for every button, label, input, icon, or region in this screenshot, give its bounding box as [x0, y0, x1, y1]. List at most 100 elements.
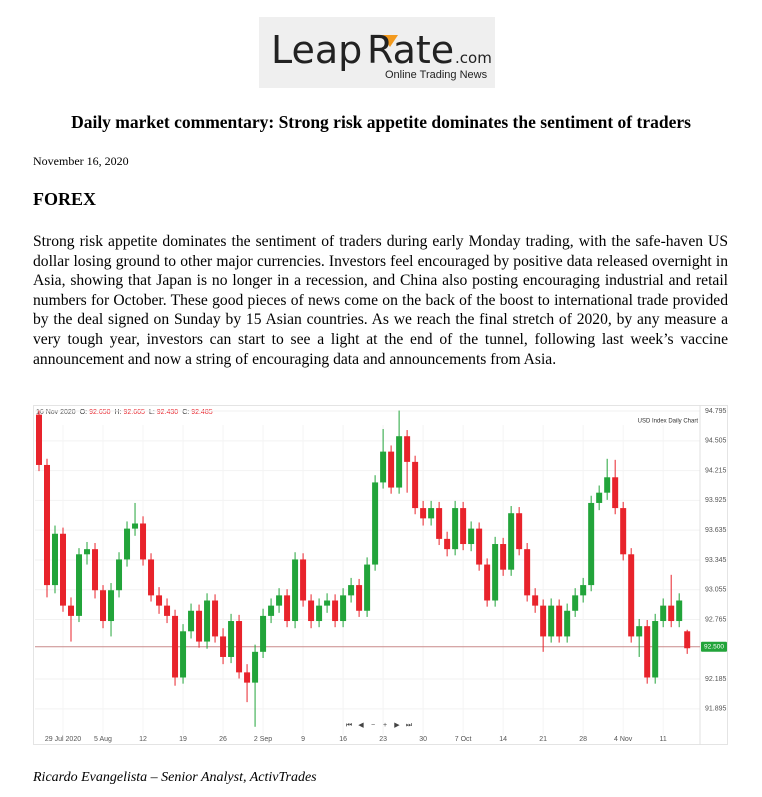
y-tick-label: 94.795 — [705, 408, 727, 415]
candle-body — [396, 436, 403, 488]
candle-body — [604, 477, 611, 493]
info-value: 92.430 — [157, 409, 179, 416]
info-label: H: — [115, 409, 122, 416]
logo-tagline: Online Trading News — [385, 69, 488, 81]
candle-body — [196, 610, 203, 642]
x-tick-label: 9 — [301, 736, 305, 743]
price-marker — [701, 641, 727, 652]
candle-body — [612, 477, 619, 509]
candle-body — [108, 590, 115, 622]
chart-title: USD Index Daily Chart — [638, 419, 699, 425]
logo-suffix: .com — [455, 49, 492, 67]
info-date: 16 Nov 2020 — [36, 409, 76, 416]
candle-body — [596, 492, 603, 503]
price-marker-label: 92.500 — [704, 643, 724, 650]
candle-body — [652, 621, 659, 678]
info-label: C: — [182, 409, 189, 416]
logo-mark — [382, 35, 398, 47]
logo-brand: Leap — [271, 28, 362, 72]
candle-body — [556, 605, 563, 637]
candle-body — [292, 559, 299, 622]
title: Daily market commentary: Strong risk app… — [71, 112, 691, 132]
heading: FOREX — [33, 189, 96, 209]
candle-body — [468, 528, 475, 545]
candle-body — [148, 559, 155, 596]
candle-body — [380, 451, 387, 483]
candle-body — [204, 600, 211, 642]
x-tick-label: 29 Jul 2020 — [45, 736, 81, 743]
x-tick-label: 11 — [660, 736, 667, 743]
candle-body — [308, 600, 315, 622]
candle-body — [172, 615, 179, 678]
nav-control: ▶ — [394, 722, 400, 729]
x-tick-label: 5 Aug — [94, 736, 112, 743]
candle-body — [628, 554, 635, 637]
candle-body — [388, 451, 395, 488]
candle-body — [60, 533, 67, 606]
candle-body — [332, 600, 339, 622]
candle-body — [452, 508, 459, 550]
candle-body — [660, 605, 667, 622]
x-tick-label: 16 — [339, 736, 347, 743]
candle-body — [636, 626, 643, 637]
candle-body — [684, 631, 691, 649]
x-tick-label: 4 Nov — [614, 736, 633, 743]
candle-body — [484, 564, 491, 601]
info-value: 92.650 — [89, 409, 111, 416]
nav-control: ◀ — [358, 722, 364, 729]
candle-body — [52, 533, 59, 586]
x-tick-label: 28 — [579, 736, 587, 743]
candle-body — [116, 559, 123, 591]
author: Ricardo Evangelista – Senior Analyst, Ac… — [33, 770, 317, 785]
body-text: Strong risk appetite dominates the senti… — [33, 233, 728, 368]
candle-body — [436, 508, 443, 539]
candle-body — [372, 482, 379, 565]
x-tick-label: 30 — [419, 736, 427, 743]
candle-body — [124, 528, 131, 560]
y-tick-label: 93.345 — [705, 557, 727, 564]
candle-body — [68, 605, 75, 616]
candle-body — [276, 595, 283, 606]
y-tick-label: 94.505 — [705, 438, 727, 445]
candle-body — [212, 600, 219, 637]
candle-body — [164, 605, 171, 616]
candle-body — [44, 464, 51, 586]
candle-body — [252, 651, 259, 683]
candle-body — [36, 414, 43, 465]
y-tick-label: 91.895 — [705, 706, 727, 713]
candle-body — [268, 605, 275, 616]
candle-body — [324, 600, 331, 606]
y-tick-label: 92.765 — [705, 616, 727, 623]
nav-control: + — [383, 722, 387, 729]
candle-body — [620, 508, 627, 555]
x-tick-label: 21 — [539, 736, 547, 743]
candle-body — [572, 595, 579, 611]
candle-body — [540, 605, 547, 637]
candle-body — [676, 600, 683, 622]
nav-control: ⏭ — [406, 722, 413, 729]
candle-body — [236, 621, 243, 673]
candle-body — [564, 610, 571, 637]
candle-body — [500, 544, 507, 570]
candle-body — [508, 513, 515, 570]
chart: 16 Nov 2020 O: 92.650 H: 92.665 L: 92.430 C: 92.… — [33, 405, 728, 745]
candle-body — [492, 544, 499, 601]
chart-info: 16 Nov 2020 O: 92.650 H: 92.665 L: 92.430 C: 92.… — [36, 409, 213, 416]
x-tick-label: 14 — [499, 736, 507, 743]
candle-body — [420, 508, 427, 519]
candle-body — [428, 508, 435, 519]
candle-body — [412, 461, 419, 509]
x-tick-label: 26 — [219, 736, 227, 743]
candle-body — [156, 595, 163, 606]
candle-body — [284, 595, 291, 622]
candle-body — [524, 549, 531, 596]
candle-body — [132, 523, 139, 529]
candle-body — [588, 502, 595, 586]
candle-body — [76, 554, 83, 616]
x-tick-label: 23 — [379, 736, 387, 743]
nav-control: − — [371, 722, 375, 729]
x-tick-label: 2 Sep — [254, 736, 272, 743]
date: November 16, 2020 — [33, 154, 129, 168]
candle-body — [668, 605, 675, 622]
